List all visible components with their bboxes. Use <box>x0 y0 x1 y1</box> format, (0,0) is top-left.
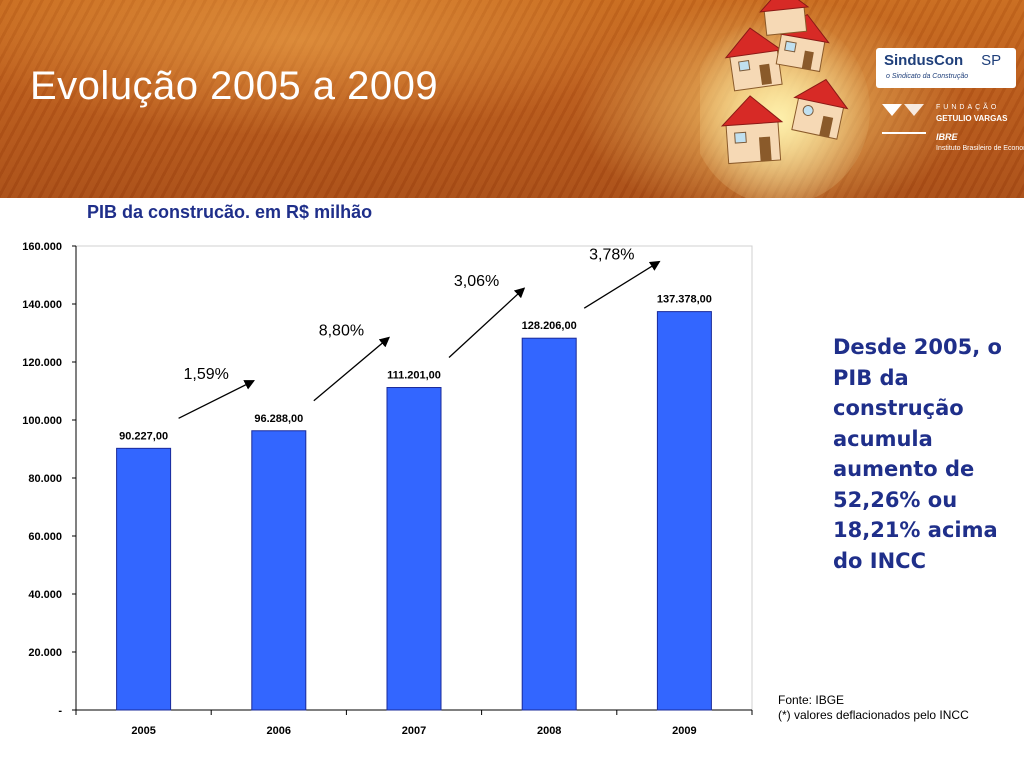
y-tick-label: 140.000 <box>22 299 62 311</box>
fgv-line1: FUNDAÇÃO <box>936 104 1000 111</box>
y-tick-label: 160.000 <box>22 241 62 253</box>
summary-note: Desde 2005, o PIB da construção acumula … <box>833 335 1002 573</box>
y-tick-label: - <box>58 705 62 717</box>
y-tick-label: 120.000 <box>22 357 62 369</box>
growth-arrow <box>313 336 390 402</box>
growth-arrow <box>178 380 255 419</box>
bar <box>116 447 172 711</box>
ibre-label: IBRE <box>936 132 958 142</box>
growth-label: 3,06% <box>454 273 499 290</box>
growth-label: 1,59% <box>184 366 229 383</box>
x-category-label: 2007 <box>402 725 426 737</box>
y-tick-label: 20.000 <box>28 647 62 659</box>
ibre-full-name: Instituto Brasileiro de Economia <box>936 145 1024 152</box>
houses-illustration-icon <box>700 0 870 198</box>
sinduscon-logo-tagline: o Sindicato da Construção <box>886 73 969 80</box>
fgv-logo-icon <box>882 104 926 134</box>
source-line: Fonte: IBGE <box>778 693 845 707</box>
y-tick-label: 80.000 <box>28 473 62 485</box>
bar-value-label: 90.227,00 <box>119 430 168 442</box>
bar-value-label: 128.206,00 <box>522 320 577 332</box>
bar <box>386 387 442 711</box>
bar <box>251 430 307 711</box>
x-category-label: 2005 <box>131 725 155 737</box>
bar-value-label: 96.288,00 <box>254 413 303 425</box>
y-tick-label: 100.000 <box>22 415 62 427</box>
bar-value-label: 137.378,00 <box>657 294 712 306</box>
y-tick-label: 60.000 <box>28 531 62 543</box>
growth-arrow <box>583 260 661 309</box>
growth-label: 8,80% <box>319 323 364 340</box>
bar-chart: - 20.000 40.000 60.000 80.000 100.000 120.000 1… <box>22 241 753 737</box>
fgv-ibre-logo: FUNDAÇÃO GETULIO VARGAS IBRE Instituto B… <box>880 104 1024 169</box>
bar <box>521 337 577 711</box>
x-category-label: 2008 <box>537 725 561 737</box>
growth-arrow <box>448 287 526 358</box>
sinduscon-logo-name: SindusCon SP <box>884 52 1002 69</box>
growth-label: 3,78% <box>589 247 634 264</box>
bar-value-label: 111.201,00 <box>387 370 441 382</box>
bar <box>656 311 712 711</box>
y-tick-label: 40.000 <box>28 589 62 601</box>
source-note: Fonte: IBGE (*) valores deflacionados pe… <box>778 693 978 723</box>
sinduscon-logo: SindusCon SP o Sindicato da Construção <box>876 48 1016 88</box>
chart-title: PIB da construcão. em R$ milhão <box>87 202 373 222</box>
source-footnote: (*) valores deflacionados pelo INCC <box>778 708 969 722</box>
x-category-label: 2006 <box>267 725 291 737</box>
slide-title: Evolução 2005 a 2009 <box>30 64 439 108</box>
x-category-label: 2009 <box>672 725 696 737</box>
fgv-line2: GETULIO VARGAS <box>936 114 1008 123</box>
